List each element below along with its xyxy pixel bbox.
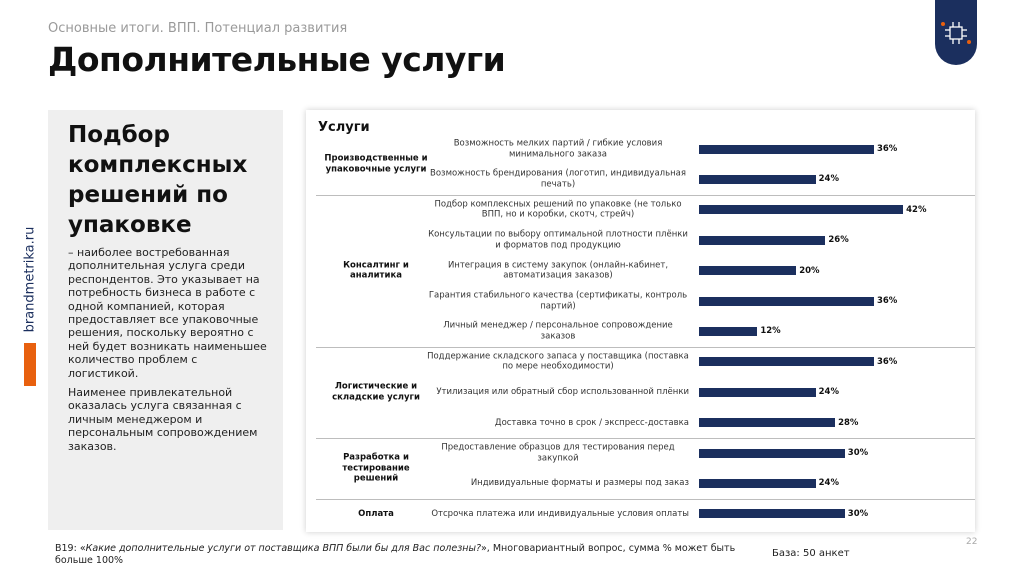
page-number: 22: [966, 537, 978, 547]
value-label: 20%: [799, 265, 820, 276]
value-label: 24%: [818, 174, 839, 185]
value-label: 24%: [818, 387, 839, 398]
category-label: Консультации по выбору оптимальной плотн…: [428, 229, 688, 251]
group-separator: [316, 498, 975, 500]
category-label: Гарантия стабильного качества (сертифика…: [428, 290, 688, 312]
category-label: Доставка точно в срок / экспресс-доставк…: [494, 417, 689, 428]
bar: [699, 478, 816, 488]
panel-body: – наиболее востребованная дополнительная…: [68, 246, 268, 459]
value-label: 36%: [876, 144, 898, 154]
value-label: 24%: [818, 478, 839, 489]
bar: [699, 205, 904, 215]
side-panel: [48, 110, 283, 530]
category-label: Возможность мелких партий / гибкие услов…: [453, 138, 663, 160]
group-label: Консалтинг и аналитика: [343, 260, 409, 281]
base-note: База: 50 анкет: [772, 548, 850, 559]
footnote: B19: «Какие дополнительные услуги от пос…: [55, 543, 755, 567]
category-label: Отсрочка платежа или индивидуальные усло…: [431, 508, 689, 519]
bar: [699, 357, 874, 367]
category-label: Индивидуальные форматы и размеры под зак…: [470, 478, 689, 489]
group-label: Логистические и складские услуги: [332, 381, 420, 403]
bar: [699, 144, 874, 154]
category-label: Утилизация или обратный сбор использован…: [436, 386, 689, 397]
bar: [699, 326, 758, 336]
subtitle: Основные итоги. ВПП. Потенциал развития: [48, 21, 348, 36]
category-label: Интеграция в систему закупок (онлайн-каб…: [447, 260, 669, 281]
group-separator: [316, 438, 975, 440]
value-label: 36%: [876, 356, 898, 367]
panel-heading: Подбор комплексных решений по упаковке: [68, 122, 248, 238]
chart-box: [306, 110, 975, 532]
title: Дополнительные услуги: [48, 40, 506, 79]
group-label: Разработка и тестирование решений: [342, 452, 410, 484]
bar: [699, 509, 845, 519]
value-label: 30%: [847, 448, 869, 458]
group-separator: [316, 346, 975, 348]
logo-icon: [941, 22, 971, 44]
group-label: Оплата: [358, 508, 394, 519]
category-label: Поддержание складского запаса у поставщи…: [427, 351, 689, 372]
bar: [699, 235, 826, 245]
value-label: 26%: [828, 235, 849, 246]
bar: [699, 418, 836, 428]
category-label: Личный менеджер / персональное сопровожд…: [443, 320, 673, 342]
category-label: Предоставление образцов для тестирования…: [441, 442, 675, 464]
bar: [699, 174, 816, 184]
value-label: 30%: [847, 508, 869, 519]
bar: [699, 266, 797, 276]
group-separator: [316, 194, 975, 196]
logo: [935, 0, 977, 65]
group-label: Производственные и упаковочные услуги: [324, 153, 428, 175]
footnote-prefix: B19: «: [55, 543, 86, 554]
footnote-question: Какие дополнительные услуги от поставщик…: [85, 543, 481, 554]
footnote-suffix: », Многовариантный вопрос, сумма % может…: [55, 543, 736, 566]
bar: [699, 448, 845, 458]
category-label: Подбор комплексных решений по упаковке (…: [434, 199, 682, 220]
site-label: brandmetrika.ru: [22, 226, 38, 333]
category-label: Возможность брендирования (логотип, инди…: [430, 168, 686, 190]
value-label: 12%: [760, 326, 781, 337]
paragraph: Наименее привлекательной оказалась услуг…: [68, 386, 258, 453]
bar: [699, 387, 816, 397]
accent-bar: [24, 343, 36, 386]
chart-title: Услуги: [318, 120, 370, 135]
paragraph: – наиболее востребованная дополнительная…: [68, 246, 267, 380]
value-label: 36%: [876, 296, 898, 306]
value-label: 28%: [838, 417, 859, 428]
value-label: 42%: [906, 204, 927, 215]
bar: [699, 296, 874, 306]
